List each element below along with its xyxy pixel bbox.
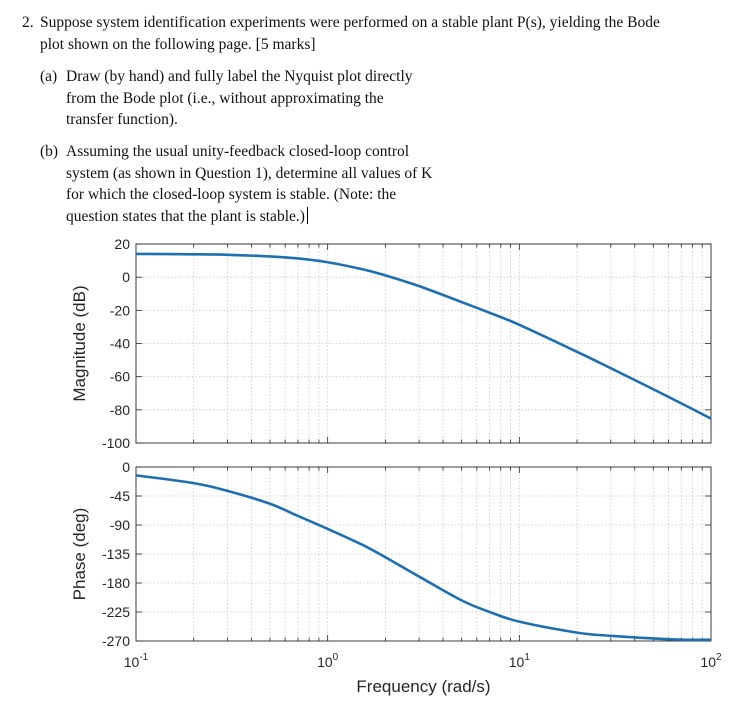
mag-y-axis-label: Magnitude (dB) <box>70 285 89 401</box>
phase-x-tick-label: 10-1 <box>124 652 149 670</box>
mag-y-tick-label: -60 <box>110 369 130 385</box>
part-b-line-3: for which the closed-loop system is stab… <box>66 186 397 203</box>
question-line-2: plot shown on the following page. [5 mar… <box>40 36 316 53</box>
phase-y-tick-label: -180 <box>102 575 130 591</box>
part-a-line-2: from the Bode plot (i.e., without approx… <box>66 90 384 107</box>
part-b-line-1: Assuming the usual unity-feedback closed… <box>66 143 410 160</box>
phase-y-tick-label: -270 <box>102 633 130 649</box>
mag-y-tick-label: -40 <box>110 336 130 352</box>
phase-x-tick-label: 101 <box>509 652 531 670</box>
phase-y-tick-label: -225 <box>102 604 130 620</box>
part-a-line-1: Draw (by hand) and fully label the Nyqui… <box>66 68 413 85</box>
phase-x-axis-label: Frequency (rad/s) <box>356 677 490 696</box>
mag-axes-box <box>135 243 712 444</box>
part-b-line-2: system (as shown in Question 1), determi… <box>66 165 433 182</box>
phase-x-tick-label: 100 <box>317 652 339 670</box>
phase-y-axis-label: Phase (deg) <box>70 508 89 601</box>
mag-y-tick-label: -20 <box>110 302 130 318</box>
mag-y-tick-label: 0 <box>122 269 130 285</box>
question-number: 2. <box>22 14 34 31</box>
phase-panel: 0 -45 -90 -135 -180 -225 -270 Phase (deg) 10-1 10… <box>70 459 722 696</box>
phase-y-tick-label: 0 <box>122 459 130 475</box>
phase-y-tick-label: -90 <box>110 517 130 533</box>
phase-y-tick-label: -45 <box>110 488 130 504</box>
phase-y-tick-label: -135 <box>102 546 130 562</box>
mag-y-tick-label: -100 <box>102 435 130 451</box>
phase-x-tick-label: 102 <box>700 652 722 670</box>
phase-axes-box <box>135 466 712 642</box>
part-a-line-3: transfer function). <box>66 111 178 128</box>
part-b-label: (b) <box>40 143 59 160</box>
magnitude-panel: 20 0 -20 -40 -60 -80 -100 Magnitude (dB) <box>70 236 712 451</box>
mag-response-line <box>135 252 712 420</box>
phase-response-line <box>135 474 712 642</box>
text-cursor <box>306 207 308 224</box>
question-line-1: Suppose system identification experiment… <box>40 14 660 31</box>
mag-y-tick-label: -80 <box>110 402 130 418</box>
mag-y-tick-label: 20 <box>114 236 130 252</box>
part-b-line-4: question states that the plant is stable… <box>66 207 308 226</box>
part-a-label: (a) <box>40 68 58 85</box>
part-b-line-4-text: question states that the plant is stable… <box>66 208 305 225</box>
